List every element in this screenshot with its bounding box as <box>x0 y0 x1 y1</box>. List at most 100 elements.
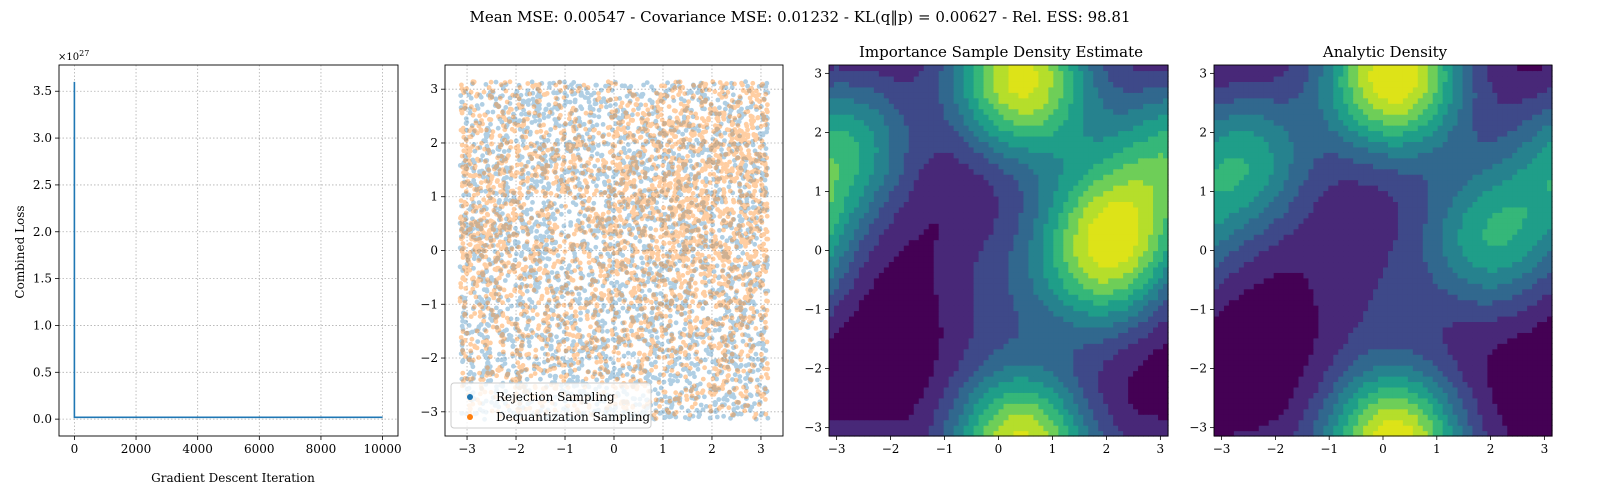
rejection-point <box>476 200 482 206</box>
rejection-point <box>542 191 548 196</box>
rejection-point <box>602 141 607 147</box>
dequantization-point <box>590 315 596 320</box>
rejection-point <box>755 377 760 383</box>
dequantization-point <box>578 275 584 281</box>
rejection-point <box>603 223 608 229</box>
dequantization-point <box>471 304 477 310</box>
rejection-point <box>517 215 522 221</box>
rejection-point <box>479 102 485 107</box>
dequantization-point <box>530 330 536 336</box>
rejection-point <box>654 263 659 269</box>
rejection-point <box>721 154 727 160</box>
dequantization-point <box>605 98 611 104</box>
rejection-point <box>510 343 516 349</box>
rejection-point <box>643 327 649 333</box>
dequantization-point <box>696 233 702 239</box>
dequantization-point <box>570 171 576 176</box>
dequantization-point <box>488 117 494 123</box>
dequantization-point <box>662 366 668 372</box>
dequantization-point <box>526 189 531 195</box>
dequantization-point <box>650 305 655 311</box>
dequantization-point <box>516 275 522 281</box>
rejection-point <box>575 183 580 189</box>
rejection-point <box>620 114 626 120</box>
rejection-point <box>692 396 698 401</box>
rejection-point <box>645 216 650 222</box>
rejection-point <box>586 300 592 306</box>
dequantization-point <box>678 111 684 116</box>
dequantization-point <box>558 88 563 93</box>
rejection-point <box>548 163 553 169</box>
dequantization-point <box>572 119 578 125</box>
rejection-point <box>553 275 559 281</box>
rejection-point <box>519 275 524 281</box>
rejection-point <box>565 266 571 271</box>
dequantization-point <box>558 177 564 183</box>
rejection-point <box>760 132 766 138</box>
dequantization-point <box>483 328 489 334</box>
dequantization-point <box>764 205 770 211</box>
rejection-point <box>587 106 593 111</box>
dequantization-point <box>598 308 603 314</box>
rejection-point <box>648 361 654 367</box>
dequantization-point <box>722 348 728 353</box>
rejection-point <box>682 415 688 420</box>
rejection-point <box>717 176 723 182</box>
dequantization-point <box>702 293 708 298</box>
rejection-point <box>526 98 532 103</box>
loss-xtick-label: 2000 <box>121 442 152 456</box>
dequantization-point <box>707 335 712 341</box>
rejection-point <box>683 165 689 171</box>
rejection-point <box>513 91 519 97</box>
dequantization-point <box>492 203 498 208</box>
dequantization-point <box>763 122 768 128</box>
dequantization-point <box>718 133 724 139</box>
rejection-point <box>518 92 524 98</box>
rejection-point <box>724 308 730 314</box>
dequantization-point <box>473 294 479 300</box>
rejection-point <box>702 275 708 281</box>
dequantization-point <box>525 116 530 122</box>
rejection-point <box>562 131 567 137</box>
rejection-point <box>658 396 664 402</box>
dequantization-point <box>475 231 481 236</box>
rejection-point <box>728 142 733 148</box>
rejection-point <box>649 316 655 321</box>
rejection-point <box>602 164 608 170</box>
rejection-point <box>470 165 475 171</box>
dequantization-point <box>665 142 670 148</box>
dequantization-point <box>480 312 486 318</box>
dequantization-point <box>507 217 512 223</box>
rejection-point <box>552 170 558 175</box>
rejection-point <box>471 256 477 262</box>
rejection-point <box>713 130 718 136</box>
rejection-point <box>601 302 607 308</box>
rejection-point <box>702 357 708 363</box>
rejection-point <box>534 103 539 109</box>
rejection-point <box>727 112 733 117</box>
rejection-point <box>685 408 691 414</box>
dequantization-point <box>639 216 645 222</box>
rejection-point <box>670 169 676 175</box>
rejection-point <box>673 374 679 379</box>
rejection-point <box>502 278 508 283</box>
rejection-point <box>551 90 557 96</box>
rejection-point <box>680 217 686 223</box>
rejection-point <box>757 226 763 232</box>
rejection-point <box>749 404 755 410</box>
dequantization-point <box>721 193 726 199</box>
dequantization-point <box>749 377 754 383</box>
rejection-point <box>595 295 601 301</box>
loss-xtick-label: 0 <box>71 442 79 456</box>
dequantization-point <box>729 337 735 342</box>
rejection-point <box>690 153 696 159</box>
rejection-point <box>572 297 578 302</box>
rejection-point <box>470 226 476 232</box>
rejection-point <box>641 82 646 88</box>
dequantization-point <box>581 82 587 88</box>
rejection-point <box>588 265 593 270</box>
rejection-point <box>538 376 543 382</box>
dequantization-point <box>502 80 508 85</box>
dequantization-point <box>703 300 708 306</box>
dequantization-point <box>691 202 696 208</box>
